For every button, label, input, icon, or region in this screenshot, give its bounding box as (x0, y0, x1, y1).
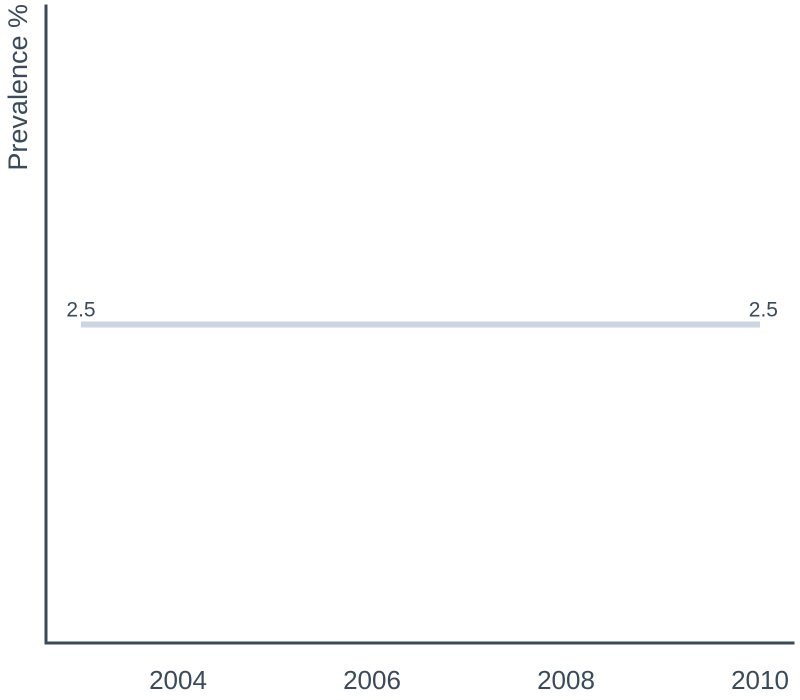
x-tick-label: 2010 (731, 665, 789, 695)
data-label: 2.5 (66, 299, 95, 322)
x-tick-label: 2004 (149, 665, 207, 695)
data-label: 2.5 (749, 299, 778, 322)
x-axis-ticks: 2004 2006 2008 2010 (149, 665, 789, 695)
y-axis-title: Prevalence % (3, 4, 33, 171)
x-tick-label: 2008 (537, 665, 595, 695)
x-tick-label: 2006 (343, 665, 401, 695)
data-labels: 2.5 2.5 (66, 299, 778, 322)
